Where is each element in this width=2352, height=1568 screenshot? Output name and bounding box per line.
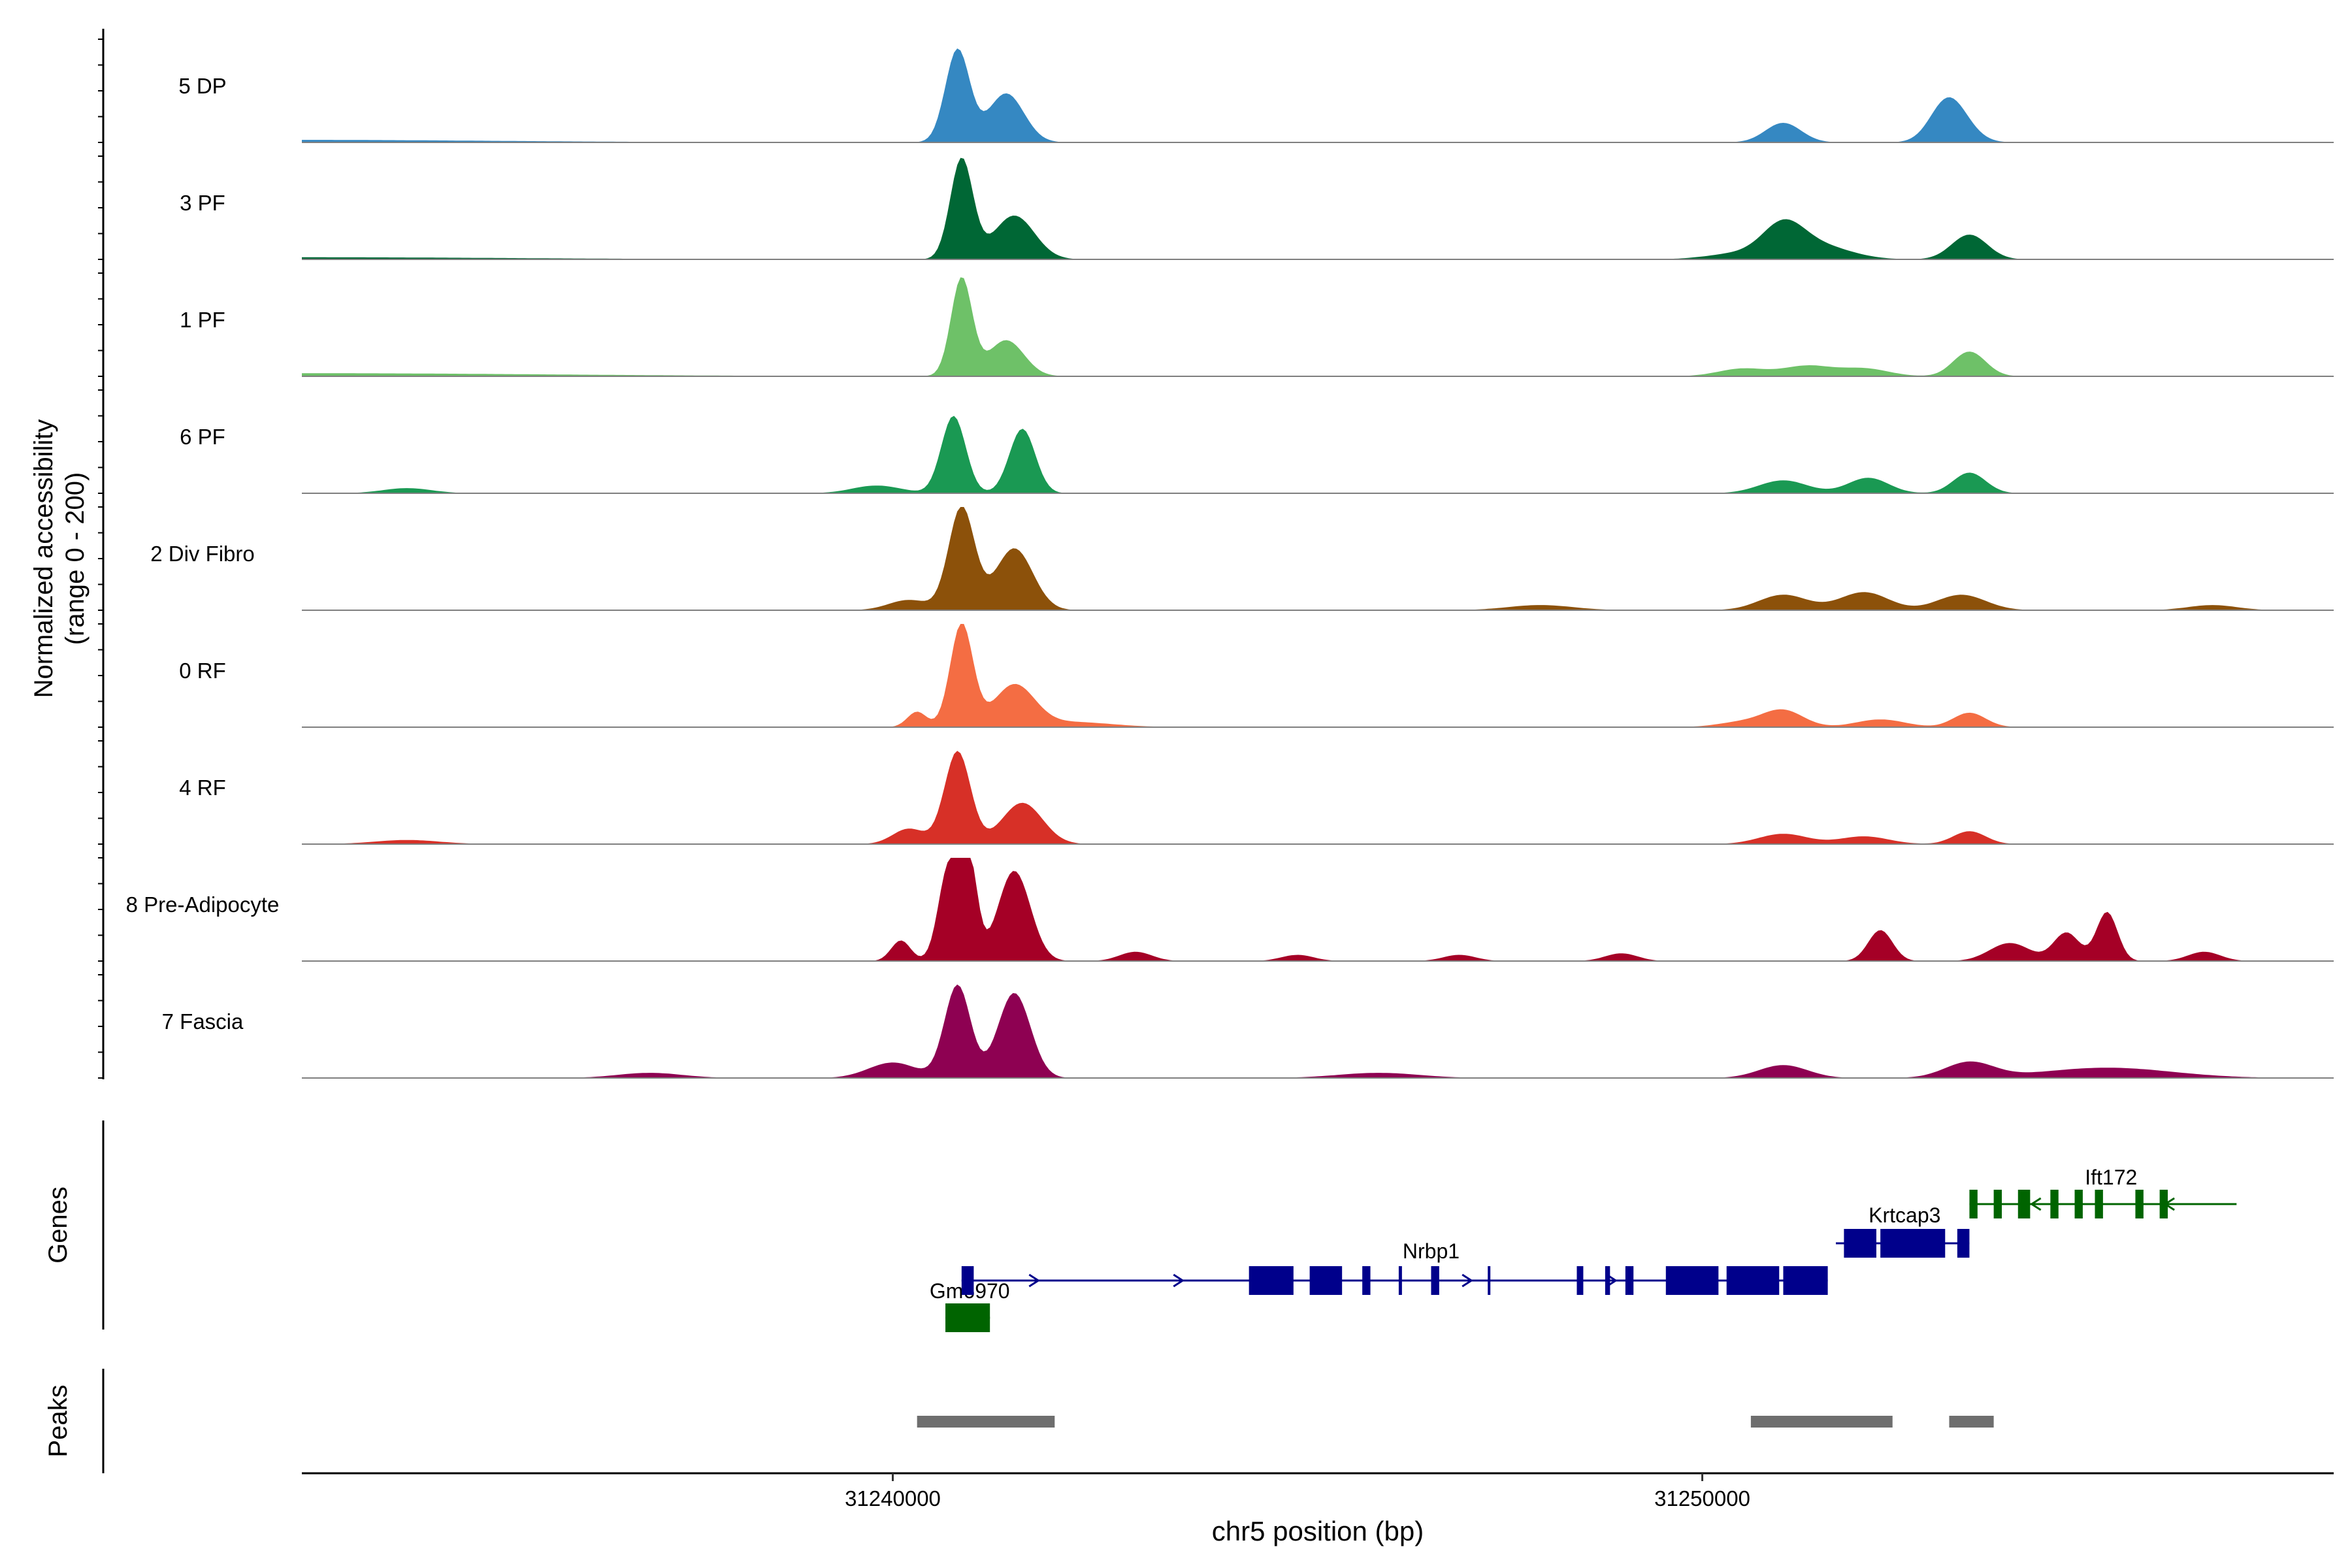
track-5: 0 RF	[179, 624, 2334, 728]
gene-gm6970: Gm6970	[930, 1279, 1010, 1332]
exon	[2135, 1190, 2144, 1218]
track-label: 6 PF	[180, 425, 225, 449]
track-7: 8 Pre-Adipocyte	[126, 858, 2334, 962]
coverage-area	[302, 157, 2334, 259]
genes-track-label: Genes	[44, 1186, 73, 1264]
exon	[1576, 1266, 1584, 1295]
exon	[1362, 1266, 1371, 1295]
exon	[2159, 1190, 2168, 1218]
exon	[1957, 1229, 1970, 1258]
peaks-track: Peaks	[44, 1369, 1994, 1473]
exon	[1625, 1266, 1634, 1295]
gene-label: Nrbp1	[1403, 1239, 1460, 1263]
exon	[1969, 1190, 1978, 1218]
peak-region	[917, 1416, 1055, 1428]
track-label: 3 PF	[180, 191, 225, 215]
exon	[1880, 1229, 1946, 1258]
exon	[1783, 1266, 1828, 1295]
x-axis-label: chr5 position (bp)	[1212, 1516, 1424, 1546]
exon	[961, 1266, 974, 1295]
track-0: 5 DP	[178, 48, 2334, 143]
track-6: 4 RF	[179, 751, 2334, 845]
exon	[2095, 1190, 2103, 1218]
coverage-tracks: 5 DP 3 PF 1 PF 6 PF 2 Div Fibro 0 RF 4 RF 8 Pre…	[126, 48, 2334, 1079]
strand-arrow	[1173, 1273, 1185, 1288]
exon	[1431, 1266, 1439, 1295]
track-label: 1 PF	[180, 308, 225, 332]
exon	[1249, 1266, 1294, 1295]
track-1: 3 PF	[180, 157, 2334, 260]
coverage-area	[302, 624, 2334, 727]
strand-arrow	[1462, 1273, 1473, 1288]
exon	[1665, 1266, 1719, 1295]
exon	[2017, 1190, 2031, 1218]
track-label: 2 Div Fibro	[150, 542, 255, 566]
track-label: 4 RF	[179, 776, 226, 800]
x-tick-label: 31250000	[1654, 1486, 1750, 1511]
exon	[945, 1303, 990, 1332]
track-8: 7 Fascia	[162, 984, 2334, 1079]
coverage-area	[302, 277, 2334, 376]
track-3: 6 PF	[180, 416, 2334, 494]
exon	[2074, 1190, 2083, 1218]
gene-krtcap3: Krtcap3	[1835, 1203, 1970, 1258]
exon	[1488, 1266, 1491, 1295]
coverage-area	[302, 858, 2334, 961]
track-label: 7 Fascia	[162, 1009, 244, 1034]
track-2: 1 PF	[180, 277, 2334, 377]
track-4: 2 Div Fibro	[150, 507, 2334, 611]
coverage-area	[302, 416, 2334, 493]
coverage-area	[302, 507, 2334, 610]
track-label: 8 Pre-Adipocyte	[126, 892, 280, 917]
coverage-area	[302, 48, 2334, 142]
coverage-area	[302, 751, 2334, 844]
peak-region	[1750, 1416, 1893, 1428]
exon	[1398, 1266, 1402, 1295]
genes-track: Genes Gm6970 Nrbp1 Krtcap3 Ift172	[44, 1120, 2237, 1332]
gene-nrbp1: Nrbp1	[961, 1239, 1828, 1295]
exon	[1993, 1190, 2002, 1218]
gene-label: Krtcap3	[1869, 1203, 1940, 1227]
x-tick-label: 31240000	[845, 1486, 941, 1511]
x-axis: 31240000 31250000 chr5 position (bp)	[302, 1472, 2334, 1546]
x-axis-ticks: 31240000 31250000	[845, 1473, 1750, 1511]
y-axis-label: Normalized accessibility	[29, 419, 58, 698]
gene-models: Gm6970 Nrbp1 Krtcap3 Ift172	[930, 1166, 2237, 1332]
y-axis-sublabel: (range 0 - 200)	[61, 472, 90, 645]
y-axis-coverage: Normalized accessibility (range 0 - 200)	[29, 29, 105, 1079]
exon	[1844, 1229, 1876, 1258]
peak-region	[1949, 1416, 1994, 1428]
exon	[1726, 1266, 1780, 1295]
coverage-area	[302, 984, 2334, 1078]
gene-ift172: Ift172	[1969, 1166, 2237, 1218]
peak-regions	[917, 1416, 1994, 1428]
strand-arrow	[2029, 1197, 2042, 1211]
track-label: 5 DP	[178, 74, 226, 98]
gene-label: Ift172	[2085, 1166, 2137, 1189]
exon	[2050, 1190, 2059, 1218]
y-axis-ticks	[98, 39, 103, 1079]
exon	[1605, 1266, 1610, 1295]
exon	[1309, 1266, 1343, 1295]
track-label: 0 RF	[179, 659, 226, 683]
strand-arrow	[1028, 1273, 1041, 1288]
peaks-track-label: Peaks	[44, 1384, 73, 1457]
